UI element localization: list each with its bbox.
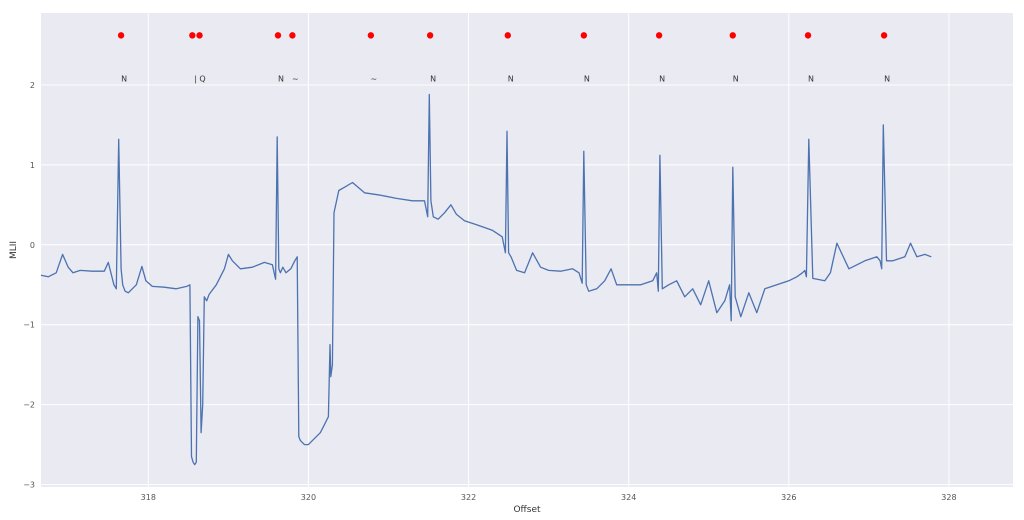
x-axis-ticks: 318 320 322 324 326 328	[141, 493, 957, 502]
beat-marker	[196, 32, 203, 39]
beat-label: N	[733, 75, 739, 84]
beat-label: ~	[371, 75, 378, 84]
y-tick-label: 0	[30, 241, 35, 250]
x-tick-label: 324	[621, 493, 636, 502]
x-tick-label: 322	[461, 493, 476, 502]
beat-label: N	[121, 75, 127, 84]
beat-marker	[274, 32, 282, 39]
y-axis-label: MLII	[9, 241, 19, 259]
beat-label: Q	[199, 75, 205, 84]
beat-marker	[880, 32, 888, 39]
beat-marker	[367, 32, 375, 39]
beat-label: N	[808, 75, 814, 84]
beat-label: ~	[292, 75, 299, 84]
beat-marker	[426, 32, 434, 39]
beat-marker	[504, 32, 511, 39]
beat-label: N	[508, 75, 514, 84]
ecg-signal-line	[40, 93, 932, 466]
beat-label: N	[278, 75, 284, 84]
x-tick-label: 318	[141, 493, 156, 502]
beat-marker	[729, 32, 736, 39]
beat-marker	[189, 32, 196, 39]
x-tick-label: 320	[301, 493, 316, 502]
y-tick-label: −2	[23, 401, 35, 410]
beat-marker	[804, 32, 812, 39]
ecg-trace	[40, 93, 932, 466]
y-axis-ticks: 2 1 0 −1 −2 −3	[23, 81, 35, 490]
beat-marker	[655, 32, 663, 39]
beat-label: N	[584, 75, 590, 84]
y-tick-label: 1	[30, 161, 35, 170]
beat-label: N	[430, 75, 436, 84]
beat-marker	[117, 32, 125, 39]
y-tick-label: 2	[30, 81, 35, 90]
x-tick-label: 326	[781, 493, 796, 502]
beat-annotations: N | Q N ~ ~ N N N N N N N	[117, 32, 890, 84]
beat-label: |	[194, 75, 197, 84]
beat-marker	[289, 32, 296, 39]
plot-area	[41, 13, 1013, 487]
beat-label: N	[884, 75, 890, 84]
y-tick-label: −3	[23, 481, 35, 490]
beat-label: N	[659, 75, 665, 84]
beat-marker	[580, 32, 588, 39]
x-tick-label: 328	[941, 493, 956, 502]
x-axis-label: Offset	[513, 505, 541, 515]
y-tick-label: −1	[23, 321, 35, 330]
